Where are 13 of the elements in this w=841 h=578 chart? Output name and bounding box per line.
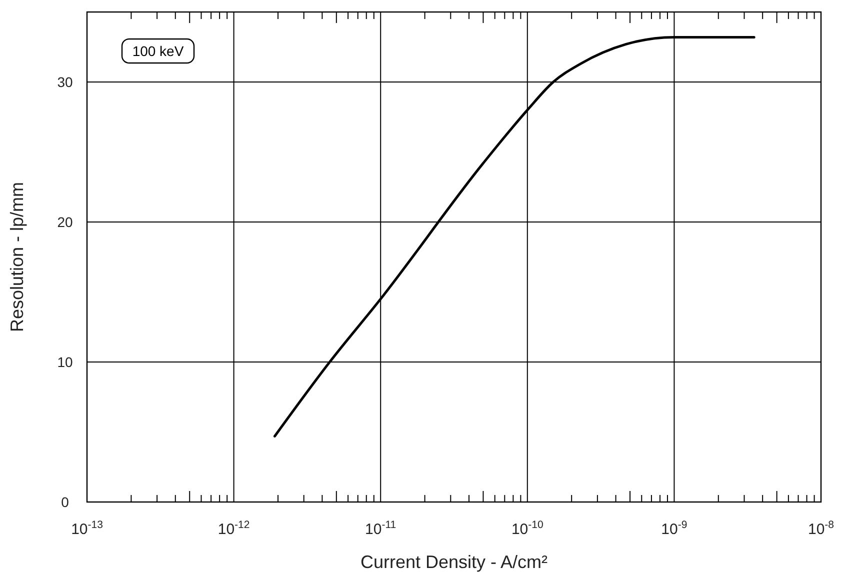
annotation: 100 keV: [132, 42, 184, 59]
x-tick-label: 10$^{-9}$: [661, 519, 688, 538]
y-tick-label: 0: [61, 494, 70, 510]
y-tick-label: 30: [57, 74, 73, 90]
x-tick-label: 10$^{-11}$: [365, 519, 396, 538]
x-tick-label: 10$^{-12}$: [218, 519, 250, 538]
y-tick-label: 20: [57, 214, 73, 230]
x-tick-label: 10$^{-13}$: [71, 519, 104, 538]
x-tick-label: 10$^{-8}$: [808, 519, 834, 538]
y-tick-label: 10: [57, 354, 73, 370]
x-axis-title: Current Density - A/cm²: [360, 552, 548, 572]
x-tick-label: 10$^{-10}$: [511, 519, 544, 538]
y-axis-title: Resolution - lp/mm: [7, 182, 27, 332]
